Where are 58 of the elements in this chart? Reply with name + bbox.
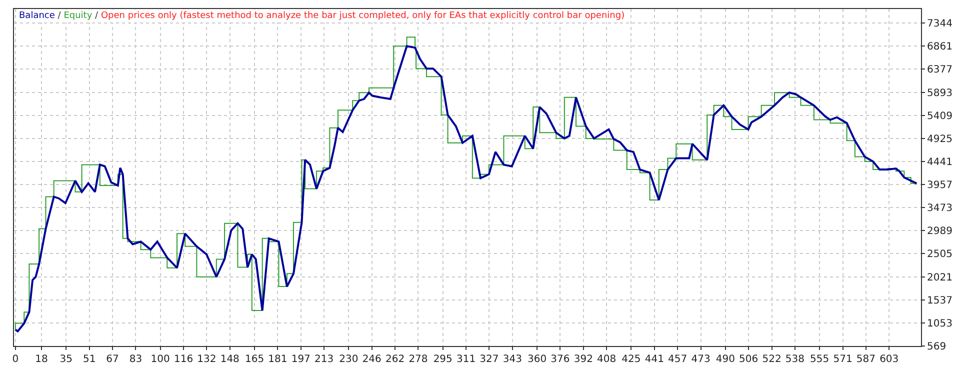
x-tick-label: 311 xyxy=(456,354,476,365)
x-tick-label: 181 xyxy=(268,354,288,365)
y-tick-label: 3957 xyxy=(927,180,952,192)
y-tick-label: 5893 xyxy=(927,88,952,99)
y-tick-label: 1537 xyxy=(927,295,952,306)
text: / xyxy=(95,11,98,21)
x-tick-label: 132 xyxy=(197,354,216,365)
x-tick-label: 100 xyxy=(150,354,170,365)
x-tick-label: 490 xyxy=(716,354,735,365)
x-tick-label: 51 xyxy=(82,354,96,365)
x-tick-label: 230 xyxy=(339,354,358,365)
y-tick-label: 4925 xyxy=(927,134,952,145)
y-tick-label: 5409 xyxy=(927,110,952,122)
x-tick-label: 35 xyxy=(60,354,73,365)
x-tick-label: 295 xyxy=(433,354,452,365)
x-tick-label: 148 xyxy=(220,354,240,365)
x-tick-label: 213 xyxy=(314,354,334,365)
x-tick-label: 327 xyxy=(480,354,499,365)
x-tick-label: 83 xyxy=(129,354,142,365)
y-tick-label: 4441 xyxy=(927,156,952,168)
x-tick-label: 246 xyxy=(362,354,382,365)
y-tick-label: 1053 xyxy=(927,318,952,330)
x-tick-label: 457 xyxy=(668,354,688,365)
x-tick-label: 278 xyxy=(408,354,428,365)
y-tick-label: 2505 xyxy=(927,249,952,260)
y-tick-label: 7344 xyxy=(927,18,952,30)
annotation: Open prices only (fastest method to analyze the bar just completed, only for EAs that explicitly control bar opening) xyxy=(100,11,625,21)
y-tick-label: 6377 xyxy=(927,64,952,76)
x-tick-label: 408 xyxy=(597,354,616,365)
x-tick-label: 376 xyxy=(550,354,570,365)
y-tick-label: 569 xyxy=(927,342,946,352)
x-tick-label: 197 xyxy=(291,354,310,365)
x-tick-label: 343 xyxy=(502,354,522,365)
x-tick-label: 0 xyxy=(12,354,19,365)
text: Balance xyxy=(19,11,56,21)
x-tick-label: 116 xyxy=(174,354,194,365)
x-tick-label: 392 xyxy=(574,354,593,365)
x-tick-label: 587 xyxy=(856,354,876,365)
x-tick-label: 262 xyxy=(386,354,405,365)
x-tick-label: 165 xyxy=(244,354,264,365)
y-tick-label: 2989 xyxy=(927,226,952,238)
x-tick-label: 18 xyxy=(35,354,48,365)
x-tick-label: 67 xyxy=(106,354,119,365)
x-tick-label: 555 xyxy=(810,354,830,365)
y-tick-label: 2021 xyxy=(927,272,952,284)
x-tick-label: 571 xyxy=(833,354,852,365)
x-tick-label: 522 xyxy=(762,354,782,365)
annotation: / xyxy=(58,11,62,21)
x-tick-label: 538 xyxy=(785,354,804,365)
x-tick-label: 425 xyxy=(622,354,641,365)
x-tick-label: 506 xyxy=(739,354,758,365)
x-tick-label: 441 xyxy=(644,354,664,365)
text: Equity xyxy=(64,11,93,21)
x-tick-label: 360 xyxy=(528,354,547,365)
x-tick-label: 473 xyxy=(691,354,710,365)
x-tick-label: 603 xyxy=(880,354,899,365)
y-tick-label: 6861 xyxy=(927,42,952,53)
y-tick-label: 3473 xyxy=(927,203,952,214)
